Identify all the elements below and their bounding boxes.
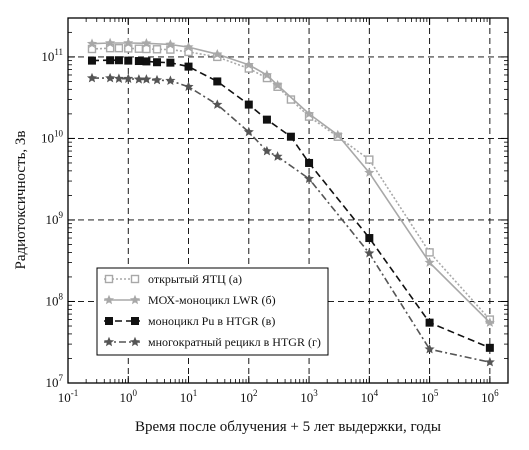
data-point — [129, 336, 141, 347]
data-point — [212, 99, 223, 109]
y-tick-label: 107 — [46, 373, 64, 390]
legend-entry: многократный рецикл в HTGR (г) — [103, 335, 321, 349]
data-point — [183, 41, 194, 52]
data-point — [129, 294, 141, 305]
series-layer — [86, 37, 495, 367]
data-point — [166, 58, 175, 67]
data-point — [425, 318, 434, 327]
data-point — [114, 43, 124, 53]
data-point — [286, 132, 295, 141]
data-point — [87, 56, 96, 65]
x-tick-label: 105 — [421, 388, 439, 405]
data-point — [261, 69, 272, 80]
data-point — [425, 248, 434, 257]
data-point — [485, 343, 494, 352]
data-point — [484, 317, 495, 327]
data-point — [184, 62, 193, 71]
data-point — [272, 79, 283, 90]
data-point — [305, 158, 314, 167]
data-point — [244, 100, 253, 109]
data-point — [365, 155, 374, 164]
data-point — [243, 59, 254, 70]
legend-entry: МОХ-моноцикл LWR (б) — [103, 293, 276, 307]
data-point — [304, 108, 315, 119]
data-point — [105, 317, 113, 325]
data-point — [106, 56, 115, 65]
series-2 — [86, 37, 495, 327]
y-tick-label: 109 — [46, 210, 64, 227]
data-point — [131, 317, 139, 325]
data-point — [141, 38, 152, 48]
data-point — [86, 72, 98, 83]
y-tick-label: 1011 — [41, 47, 63, 64]
legend: открытый ЯТЦ (а) МОХ-моноцикл LWR (б) моно… — [96, 267, 329, 356]
data-point — [243, 126, 254, 137]
y-tick-label: 1010 — [41, 128, 64, 145]
legend-label: МОХ-моноцикл LWR (б) — [148, 293, 276, 307]
x-axis-label: Время после облучения + 5 лет выдержки, … — [135, 419, 441, 435]
x-tick-label: 102 — [240, 388, 257, 405]
data-point — [332, 129, 343, 140]
legend-items: открытый ЯТЦ (а) МОХ-моноцикл LWR (б) моно… — [103, 272, 321, 349]
data-point — [105, 37, 116, 48]
data-point — [484, 356, 495, 367]
data-point — [165, 39, 176, 49]
data-point — [151, 74, 163, 85]
x-tick-label: 103 — [300, 388, 318, 405]
data-point — [130, 274, 140, 284]
legend-label: многократный рецикл в HTGR (г) — [148, 335, 321, 349]
legend-label: открытый ЯТЦ (а) — [148, 272, 242, 286]
data-point — [262, 115, 271, 124]
data-point — [113, 73, 124, 84]
data-point — [134, 44, 144, 53]
data-point — [213, 77, 222, 86]
data-point — [105, 72, 116, 83]
x-tick-label: 101 — [180, 388, 198, 405]
data-point — [141, 74, 152, 84]
data-point — [114, 56, 123, 65]
data-point — [364, 167, 375, 177]
y-tick-label: 108 — [46, 291, 64, 308]
data-point — [364, 248, 375, 258]
data-point — [424, 257, 435, 267]
data-point — [261, 145, 272, 156]
y-axis-label: Радиотоксичность, Зв — [13, 130, 29, 269]
data-point — [304, 173, 315, 184]
data-point — [183, 81, 194, 92]
data-point — [123, 37, 134, 48]
data-point — [124, 56, 133, 65]
data-point — [365, 234, 374, 243]
data-point — [165, 75, 176, 86]
data-point — [134, 57, 143, 66]
data-point — [212, 48, 223, 59]
data-point — [152, 45, 162, 54]
data-point — [123, 73, 134, 84]
tick-layer: 10-1 100 101 102 103 104 105 106 107 108 109 1010 10… — [41, 18, 508, 405]
data-point — [272, 151, 283, 161]
data-point — [153, 58, 162, 67]
data-point — [86, 38, 98, 49]
data-point — [424, 343, 435, 354]
data-point — [142, 57, 151, 66]
data-point — [103, 336, 115, 347]
data-point — [103, 294, 115, 305]
plot-frame — [67, 17, 509, 384]
x-tick-label: 10-1 — [58, 388, 79, 405]
series-3 — [87, 56, 494, 352]
series-4 — [86, 72, 495, 367]
x-tick-label: 106 — [481, 388, 499, 405]
data-point — [104, 274, 114, 284]
legend-entry: открытый ЯТЦ (а) — [104, 272, 242, 286]
legend-entry: моноцикл Pu в HTGR (в) — [104, 314, 275, 328]
legend-label: моноцикл Pu в HTGR (в) — [148, 314, 275, 328]
x-tick-label: 104 — [361, 388, 379, 405]
x-tick-label: 100 — [120, 388, 138, 405]
